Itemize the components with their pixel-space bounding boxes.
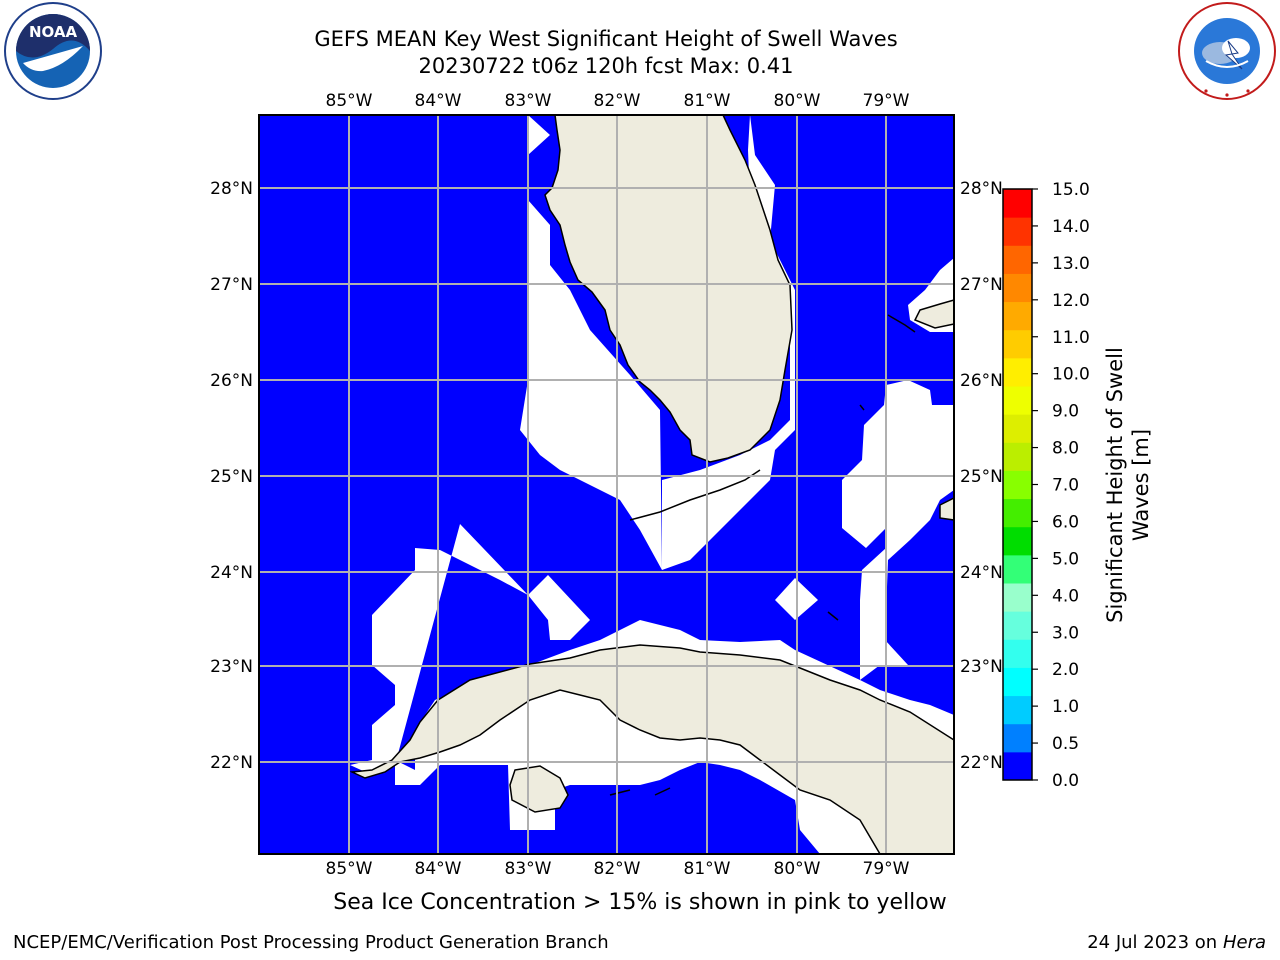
colorbar-tick-label: 2.0: [1052, 660, 1079, 680]
map-gridlines: [259, 115, 954, 854]
colorbar-swatch: [1003, 329, 1032, 359]
colorbar-swatch: [1003, 273, 1032, 303]
colorbar-tick-label: 11.0: [1052, 328, 1090, 348]
colorbar-tick-label: 8.0: [1052, 439, 1079, 459]
colorbar-tick-label: 5.0: [1052, 549, 1079, 569]
colorbar-swatch: [1003, 217, 1032, 246]
lat-tick-label-left: 26°N: [210, 371, 253, 391]
colorbar-ticks: 15.0 14.0 13.0 12.0 11.0 10.0 9.0 8.0 7.0 6.0 5.0 4…: [1032, 180, 1090, 791]
colorbar-tick-label: 0.0: [1052, 771, 1079, 791]
colorbar-label: Significant Height of Swell Waves [m]: [1103, 347, 1153, 623]
colorbar-tick-label: 15.0: [1052, 180, 1090, 200]
map-subtitle: 20230722 t06z 120h fcst Max: 0.41: [418, 54, 794, 78]
colorbar-swatch: [1003, 667, 1032, 697]
footer-host: Hera: [1222, 932, 1266, 953]
colorbar-tick-label: 0.5: [1052, 734, 1079, 754]
colorbar-tick-label: 4.0: [1052, 586, 1079, 606]
colorbar-swatch: [1003, 611, 1032, 640]
noaa-logo: NOAA: [4, 2, 102, 100]
lon-tick-label-bottom: 82°W: [594, 859, 641, 879]
colorbar-swatch: [1003, 723, 1032, 753]
colorbar-swatch: [1003, 357, 1032, 387]
colorbar-swatch: [1003, 470, 1032, 500]
colorbar-swatch: [1003, 751, 1032, 781]
lon-tick-label-bottom: 85°W: [326, 859, 373, 879]
colorbar: [1002, 188, 1033, 781]
colorbar-tick-label: 3.0: [1052, 623, 1079, 643]
lon-tick-label-bottom: 83°W: [505, 859, 552, 879]
lat-tick-label-left: 25°N: [210, 467, 253, 487]
lon-tick-label-bottom: 80°W: [774, 859, 821, 879]
lon-tick-label-top: 81°W: [684, 91, 731, 111]
colorbar-swatch: [1003, 639, 1032, 668]
lat-tick-label-right: 25°N: [960, 467, 1003, 487]
colorbar-swatch: [1003, 442, 1032, 471]
lat-tick-label-left: 22°N: [210, 753, 253, 773]
map-frame: [258, 114, 955, 855]
footer-date: 24 Jul 2023 on Hera: [1087, 932, 1266, 953]
lon-tick-label-bottom: 84°W: [415, 859, 462, 879]
nws-logo: [1178, 2, 1276, 100]
lat-tick-label-left: 27°N: [210, 275, 253, 295]
colorbar-tick-label: 1.0: [1052, 697, 1079, 717]
colorbar-swatch: [1003, 554, 1032, 584]
map-title: GEFS MEAN Key West Significant Height of…: [314, 27, 898, 51]
keys-and-coastline-details: [609, 314, 916, 796]
lat-tick-label-left: 24°N: [210, 563, 253, 583]
colorbar-tick-label: 12.0: [1052, 291, 1090, 311]
lon-tick-label-top: 84°W: [415, 91, 462, 111]
lat-tick-label-right: 26°N: [960, 371, 1003, 391]
lat-tick-label-right: 24°N: [960, 563, 1003, 583]
footer-date-text: 24 Jul 2023 on: [1087, 932, 1223, 953]
lon-tick-label-top: 85°W: [326, 91, 373, 111]
lat-tick-label-right: 27°N: [960, 275, 1003, 295]
lat-tick-label-right: 28°N: [960, 179, 1003, 199]
colorbar-swatch: [1003, 189, 1032, 218]
colorbar-swatch: [1003, 245, 1032, 274]
lat-tick-label-right: 22°N: [960, 753, 1003, 773]
colorbar-swatch: [1003, 695, 1032, 725]
lon-tick-label-top: 80°W: [774, 91, 821, 111]
colorbar-swatch: [1003, 301, 1032, 331]
colorbar-tick-label: 13.0: [1052, 254, 1090, 274]
lat-tick-label-right: 23°N: [960, 657, 1003, 677]
lon-tick-label-bottom: 79°W: [863, 859, 910, 879]
colorbar-tick-label: 10.0: [1052, 365, 1090, 385]
footer-credit: NCEP/EMC/Verification Post Processing Pr…: [13, 932, 609, 953]
colorbar-swatch: [1003, 414, 1032, 443]
colorbar-swatch: [1003, 526, 1032, 556]
colorbar-tick-label: 7.0: [1052, 476, 1079, 496]
sea-ice-note: Sea Ice Concentration > 15% is shown in …: [333, 890, 947, 915]
lon-tick-label-top: 83°W: [505, 91, 552, 111]
lat-tick-label-left: 28°N: [210, 179, 253, 199]
lat-tick-label-left: 23°N: [210, 657, 253, 677]
colorbar-tick-label: 9.0: [1052, 402, 1079, 422]
noaa-logo-text: NOAA: [29, 23, 78, 41]
lon-tick-label-top: 82°W: [594, 91, 641, 111]
lon-tick-label-top: 79°W: [863, 91, 910, 111]
lon-tick-label-bottom: 81°W: [684, 859, 731, 879]
colorbar-swatch: [1003, 583, 1032, 612]
colorbar-swatch: [1003, 386, 1032, 415]
colorbar-tick-label: 14.0: [1052, 217, 1090, 237]
colorbar-swatch: [1003, 498, 1032, 528]
land-areas: [349, 114, 955, 855]
colorbar-tick-label: 6.0: [1052, 512, 1079, 532]
